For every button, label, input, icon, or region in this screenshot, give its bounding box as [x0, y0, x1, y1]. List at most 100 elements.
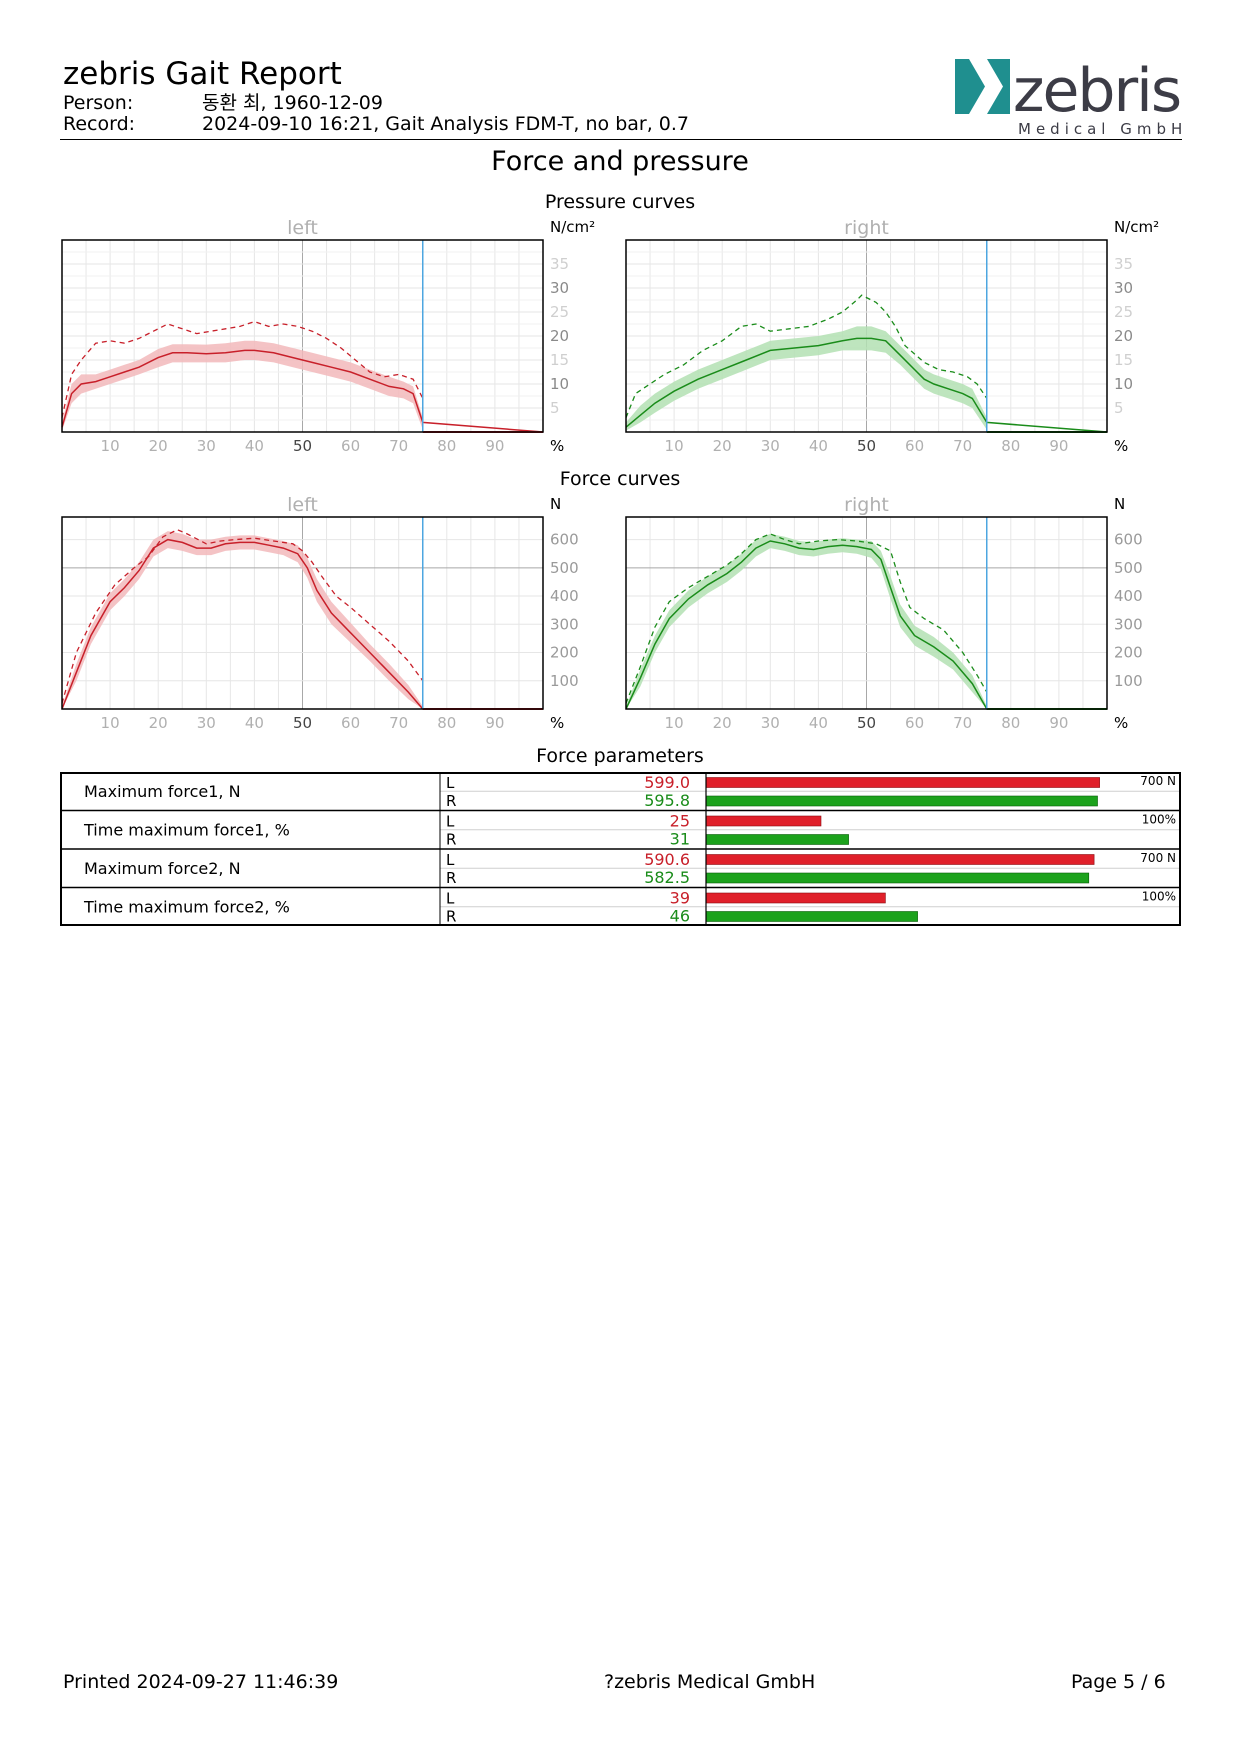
y-tick-label: 15 — [1114, 351, 1133, 369]
plot-frame — [61, 239, 544, 433]
x-tick-label: 30 — [761, 714, 780, 732]
x-tick-label: 90 — [485, 714, 504, 732]
record-label: Record: — [63, 113, 136, 135]
y-tick-label: 300 — [550, 615, 579, 633]
x-tick-label: 40 — [245, 714, 264, 732]
force-parameters-title: Force parameters — [536, 745, 704, 767]
person-value: 동환 최, 1960-12-09 — [202, 92, 383, 114]
x-tick-label: 30 — [761, 437, 780, 455]
x-tick-label: 60 — [905, 714, 924, 732]
scale-label: 100% — [1142, 813, 1176, 827]
chart-force-left: left N% 10 20 30 40 50 60 70 80 90 100 200 300 400 500 6… — [61, 494, 579, 732]
param-label: Maximum force1, N — [84, 782, 241, 801]
gait-charts: left N/cm²% 10 20 30 40 50 60 70 80 90 5 10 15 20 25 30 3… — [61, 217, 1159, 732]
bar-right — [705, 834, 849, 845]
chart-pressure-left: left N/cm²% 10 20 30 40 50 60 70 80 90 5 10 15 20 25 30 3… — [61, 217, 595, 455]
side-label-right: R — [446, 908, 456, 926]
footer-company: ?zebris Medical GmbH — [604, 1671, 816, 1693]
max-curve — [625, 294, 988, 418]
header-divider — [60, 139, 1182, 140]
y-tick-label: 500 — [1114, 559, 1143, 577]
y-tick-label: 15 — [550, 351, 569, 369]
plot-frame — [625, 516, 1108, 710]
x-unit-label: % — [550, 437, 564, 455]
mean-curve — [61, 538, 543, 710]
value-right: 582.5 — [644, 868, 690, 887]
y-tick-label: 400 — [550, 587, 579, 605]
x-tick-label: 50 — [857, 437, 876, 455]
y-unit-label: N/cm² — [1114, 218, 1159, 236]
x-tick-label: 10 — [665, 714, 684, 732]
zebris-logo: zebris Medical GmbH — [955, 56, 1183, 137]
y-tick-label: 25 — [1114, 303, 1133, 321]
value-left: 39 — [670, 889, 690, 908]
y-tick-label: 10 — [1114, 375, 1133, 393]
x-unit-label: % — [550, 714, 564, 732]
scale-label: 700 N — [1140, 774, 1176, 788]
logo-wordmark: zebris — [1013, 56, 1180, 126]
x-tick-label: 30 — [197, 714, 216, 732]
max-curve — [625, 533, 988, 704]
x-unit-label: % — [1114, 437, 1128, 455]
side-label-left: L — [446, 890, 455, 908]
side-label-right: R — [446, 831, 456, 849]
chart-title: right — [844, 494, 889, 516]
value-right: 595.8 — [644, 791, 690, 810]
x-tick-label: 70 — [389, 714, 408, 732]
x-tick-label: 70 — [953, 714, 972, 732]
y-tick-label: 600 — [1114, 531, 1143, 549]
value-right: 31 — [670, 830, 690, 849]
x-tick-label: 50 — [857, 714, 876, 732]
value-left: 599.0 — [644, 773, 690, 792]
param-label: Maximum force2, N — [84, 859, 241, 878]
y-tick-label: 300 — [1114, 615, 1143, 633]
std-band — [62, 531, 423, 709]
y-tick-label: 35 — [1114, 255, 1133, 273]
section-title: Force and pressure — [491, 146, 749, 177]
y-tick-label: 100 — [1114, 672, 1143, 690]
bar-right — [705, 872, 1090, 884]
x-tick-label: 10 — [101, 714, 120, 732]
bar-right — [705, 911, 918, 922]
chart-title: right — [844, 217, 889, 239]
x-tick-label: 20 — [713, 714, 732, 732]
x-tick-label: 90 — [1049, 437, 1068, 455]
std-band — [62, 340, 423, 431]
x-tick-label: 40 — [809, 714, 828, 732]
x-tick-label: 70 — [953, 437, 972, 455]
x-tick-label: 60 — [905, 437, 924, 455]
y-tick-label: 30 — [1114, 279, 1133, 297]
scale-label: 700 N — [1140, 851, 1176, 865]
plot-frame — [61, 516, 544, 710]
chart-force-right: right N% 10 20 30 40 50 60 70 80 90 100 200 300 400 500… — [625, 494, 1143, 732]
std-band — [626, 326, 987, 431]
y-tick-label: 500 — [550, 559, 579, 577]
x-unit-label: % — [1114, 714, 1128, 732]
logo-subtitle: Medical GmbH — [1018, 120, 1183, 137]
x-tick-label: 60 — [341, 437, 360, 455]
scale-label: 100% — [1142, 890, 1176, 904]
x-tick-label: 10 — [101, 437, 120, 455]
y-tick-label: 20 — [1114, 327, 1133, 345]
x-tick-label: 40 — [809, 437, 828, 455]
x-tick-label: 60 — [341, 714, 360, 732]
std-band — [626, 533, 987, 709]
x-tick-label: 50 — [293, 714, 312, 732]
record-value: 2024-09-10 16:21, Gait Analysis FDM-T, n… — [202, 113, 690, 135]
side-label-left: L — [446, 813, 455, 831]
y-tick-label: 20 — [550, 327, 569, 345]
y-tick-label: 25 — [550, 303, 569, 321]
table-frame — [60, 772, 1181, 926]
x-tick-label: 80 — [437, 437, 456, 455]
footer-page: Page 5 / 6 — [1071, 1671, 1166, 1693]
chart-title: left — [287, 494, 318, 516]
y-tick-label: 10 — [550, 375, 569, 393]
x-tick-label: 80 — [1001, 437, 1020, 455]
footer-printed: Printed 2024-09-27 11:46:39 — [63, 1671, 339, 1693]
max-curve — [61, 320, 424, 418]
x-tick-label: 30 — [197, 437, 216, 455]
x-tick-label: 20 — [149, 714, 168, 732]
